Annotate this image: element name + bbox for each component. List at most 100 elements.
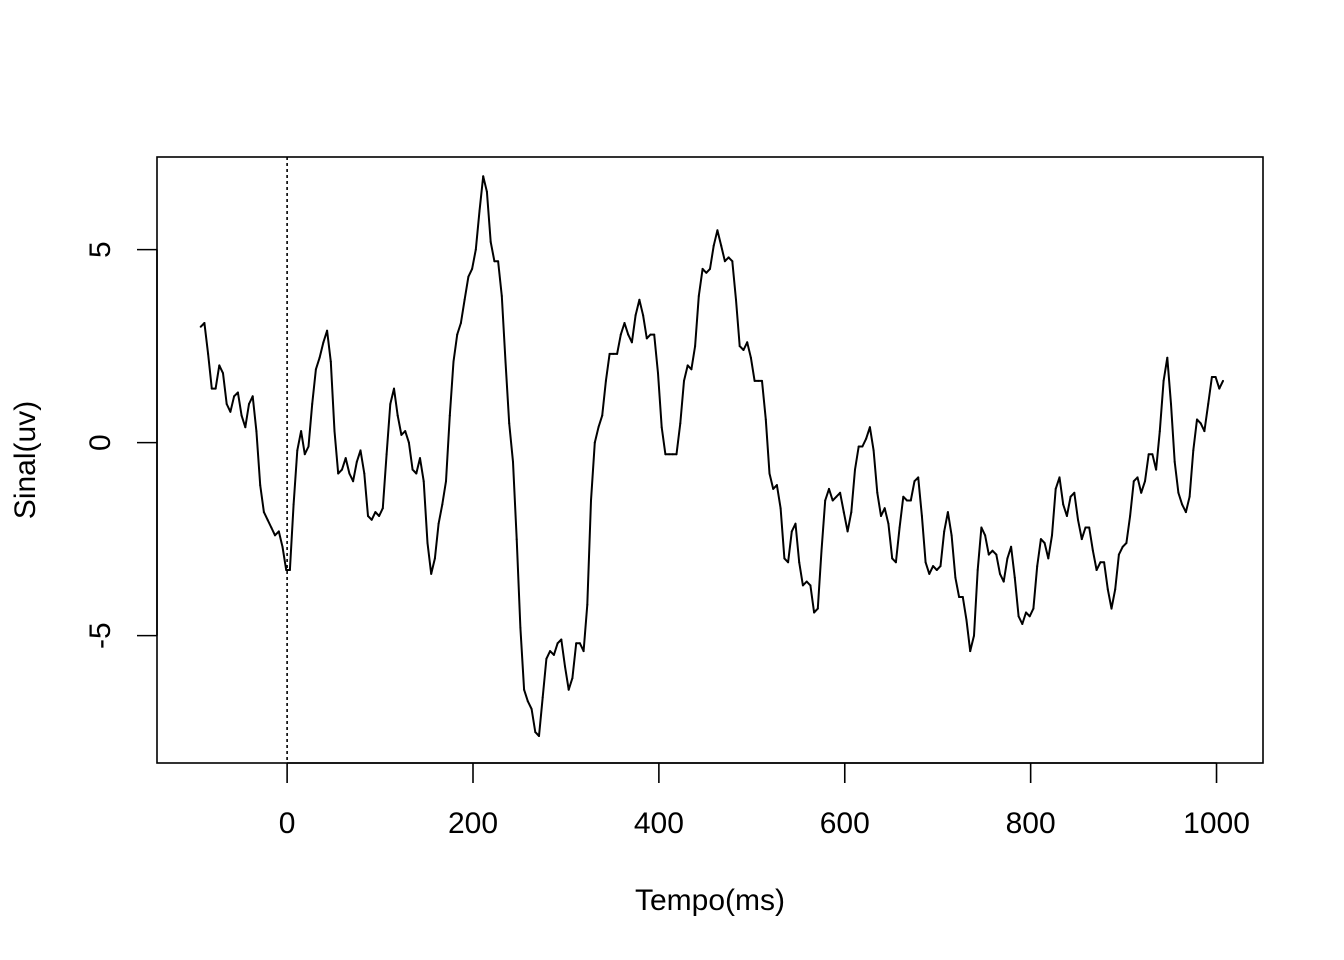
x-axis-title: Tempo(ms) <box>635 884 785 917</box>
data-point <box>564 665 566 668</box>
data-point <box>980 526 983 529</box>
data-point <box>939 565 942 568</box>
data-point <box>924 561 927 564</box>
data-point <box>831 499 834 502</box>
data-point <box>422 480 425 483</box>
data-point <box>218 364 221 367</box>
data-point <box>348 472 351 475</box>
data-point <box>404 430 407 433</box>
data-point <box>772 487 775 490</box>
data-point <box>608 352 611 355</box>
data-point <box>1099 561 1102 564</box>
data-point <box>761 379 763 382</box>
data-point <box>894 561 897 564</box>
data-point <box>987 553 990 556</box>
data-point <box>913 480 916 483</box>
data-point <box>638 298 641 301</box>
data-point <box>969 650 972 653</box>
data-point <box>1103 561 1106 564</box>
data-point <box>690 368 693 371</box>
data-point <box>634 314 637 317</box>
data-point <box>946 511 949 514</box>
data-point <box>274 534 276 537</box>
data-point <box>415 472 418 475</box>
data-point <box>735 298 737 301</box>
data-point <box>400 433 403 436</box>
data-point <box>738 345 741 348</box>
data-point <box>798 561 801 564</box>
data-point <box>835 495 838 498</box>
data-point <box>448 414 451 417</box>
data-point <box>954 576 957 579</box>
data-point <box>240 414 243 417</box>
data-point <box>385 453 388 456</box>
data-point <box>1047 557 1050 560</box>
data-point <box>1010 545 1013 548</box>
data-point <box>560 638 563 641</box>
data-point <box>207 352 210 355</box>
data-point <box>902 495 905 498</box>
data-point <box>943 530 946 533</box>
data-point <box>1162 379 1165 382</box>
data-point <box>571 677 574 680</box>
data-point <box>277 530 280 533</box>
data-point <box>1155 468 1158 471</box>
data-point <box>1043 542 1046 544</box>
data-point <box>485 190 488 193</box>
data-point <box>1158 430 1161 433</box>
data-point <box>764 418 767 421</box>
data-point <box>467 275 470 278</box>
data-point <box>801 584 804 587</box>
data-point <box>1095 569 1098 571</box>
data-point <box>359 449 362 452</box>
data-point <box>482 175 485 178</box>
data-point <box>653 333 656 336</box>
data-point <box>523 688 526 691</box>
data-point <box>255 430 258 433</box>
data-point <box>794 522 797 525</box>
data-point <box>1184 511 1187 514</box>
data-point <box>1080 538 1083 541</box>
data-point <box>660 426 663 429</box>
data-point <box>229 410 232 413</box>
data-point <box>1214 376 1217 378</box>
data-point <box>850 511 853 514</box>
data-point <box>642 314 645 317</box>
series-points <box>199 175 1224 737</box>
data-point <box>920 515 923 517</box>
data-point <box>779 507 782 510</box>
data-point <box>1199 422 1202 425</box>
data-point <box>619 333 622 336</box>
data-point <box>976 569 979 571</box>
data-point <box>381 507 384 510</box>
data-point <box>612 352 615 355</box>
data-point <box>593 441 596 444</box>
data-point <box>820 549 823 552</box>
data-point <box>582 650 585 653</box>
data-point <box>419 457 421 460</box>
data-point <box>1218 387 1221 390</box>
data-point <box>549 650 552 653</box>
data-point <box>322 341 325 344</box>
data-point <box>965 619 968 622</box>
data-point <box>601 414 604 417</box>
data-point <box>1088 526 1091 529</box>
data-point <box>995 553 998 556</box>
data-point <box>935 569 938 571</box>
data-point <box>396 414 399 417</box>
data-point <box>393 387 395 390</box>
data-point <box>623 322 626 324</box>
data-point <box>891 557 894 560</box>
data-point <box>233 395 236 398</box>
data-point <box>1129 515 1132 517</box>
y-tick-label: 0 <box>84 434 117 451</box>
data-point <box>727 256 730 259</box>
data-point <box>749 356 752 359</box>
data-point <box>1203 430 1206 433</box>
data-point <box>686 364 689 367</box>
data-point <box>828 487 830 490</box>
data-point <box>1136 476 1139 479</box>
data-point <box>824 499 827 502</box>
data-point <box>876 491 879 494</box>
data-point <box>355 460 358 463</box>
